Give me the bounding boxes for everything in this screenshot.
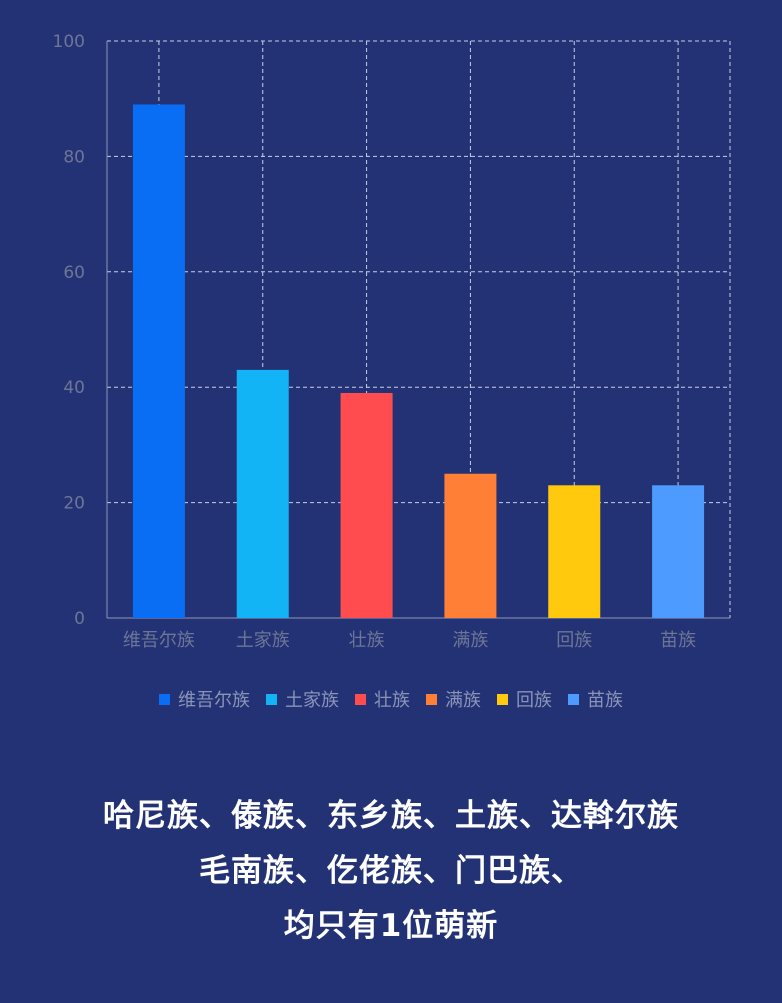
caption-line-2: 毛南族、仡佬族、门巴族、 bbox=[199, 853, 583, 889]
legend-label: 土家族 bbox=[285, 690, 339, 711]
legend-swatch bbox=[266, 693, 277, 705]
bar-4 bbox=[444, 473, 497, 618]
bar-2 bbox=[236, 369, 289, 618]
legend-swatch bbox=[159, 693, 170, 705]
legend-label: 满族 bbox=[445, 690, 481, 711]
bar-6 bbox=[652, 485, 705, 618]
bar-chart: 0 20 40 60 80 100 维吾尔族 土家族 壮族 满族 回族 苗族 bbox=[53, 32, 731, 651]
legend-item: 回族 bbox=[497, 686, 552, 712]
x-tick-label: 土家族 bbox=[236, 630, 290, 651]
caption-line-3: 均只有1位萌新 bbox=[283, 908, 499, 944]
legend-item: 维吾尔族 bbox=[159, 686, 250, 712]
legend-swatch bbox=[497, 693, 508, 705]
y-tick-label: 40 bbox=[63, 378, 85, 398]
legend-item: 苗族 bbox=[568, 686, 623, 712]
legend-label: 维吾尔族 bbox=[178, 690, 250, 711]
legend-item: 壮族 bbox=[355, 686, 410, 712]
legend-swatch bbox=[355, 693, 366, 705]
legend-label: 苗族 bbox=[587, 690, 623, 711]
legend-label: 回族 bbox=[516, 690, 552, 711]
legend-item: 满族 bbox=[426, 686, 481, 712]
legend-item: 土家族 bbox=[266, 686, 339, 712]
y-tick-label: 80 bbox=[63, 147, 85, 167]
x-tick-label: 满族 bbox=[452, 630, 488, 651]
y-tick-label: 60 bbox=[63, 263, 85, 283]
x-tick-label: 壮族 bbox=[349, 630, 385, 651]
legend-swatch bbox=[568, 693, 579, 705]
x-tick-label: 回族 bbox=[556, 630, 592, 651]
legend-label: 壮族 bbox=[374, 690, 410, 711]
y-tick-label: 0 bbox=[74, 609, 85, 629]
y-tick-label: 20 bbox=[63, 494, 85, 514]
y-tick-label: 100 bbox=[53, 32, 85, 52]
caption-text: 哈尼族、傣族、东乡族、土族、达斡尔族 毛南族、仡佬族、门巴族、 均只有1位萌新 bbox=[0, 796, 782, 961]
caption-line-1: 哈尼族、傣族、东乡族、土族、达斡尔族 bbox=[103, 798, 679, 834]
x-tick-label: 维吾尔族 bbox=[123, 630, 195, 651]
chart-legend: 维吾尔族 土家族 壮族 满族 回族 苗族 bbox=[0, 684, 782, 714]
bar-3 bbox=[340, 392, 393, 618]
x-tick-label: 苗族 bbox=[660, 630, 696, 651]
legend-swatch bbox=[426, 693, 437, 705]
bar-1 bbox=[132, 104, 185, 619]
bar-5 bbox=[548, 485, 601, 618]
